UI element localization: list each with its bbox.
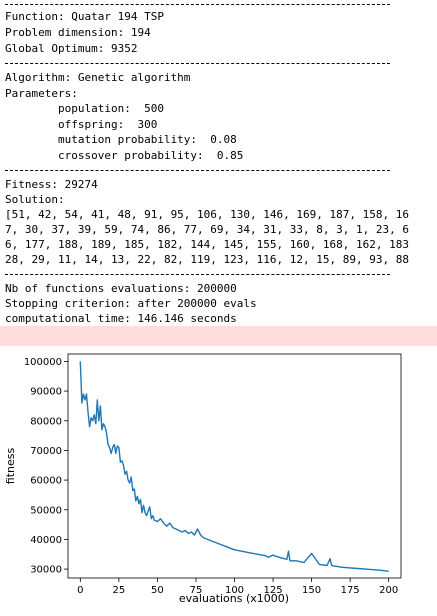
y-tick-label: 70000 [30,446,62,457]
y-tick-label: 30000 [30,565,62,576]
separator-line [5,4,390,5]
solution-row: 28, 29, 11, 14, 13, 22, 82, 119, 123, 11… [5,253,409,266]
x-axis-label: evaluations (x1000) [179,592,289,605]
y-axis-label: fitness [4,448,17,485]
y-tick-label: 60000 [30,476,62,487]
solution-row: [51, 42, 54, 41, 48, 91, 95, 106, 130, 1… [5,208,409,221]
y-tick-label: 50000 [30,505,62,516]
x-tick-label: 175 [341,585,360,596]
solution-label: Solution: [5,193,65,206]
separator-line [5,274,390,275]
fitness-line: Fitness: 29274 [5,178,98,191]
stop-line: Stopping criterion: after 200000 evals [5,297,257,310]
x-tick-label: 50 [151,585,164,596]
x-tick-label: 75 [190,585,203,596]
solution-row: 6, 177, 188, 189, 185, 182, 144, 145, 15… [5,238,409,251]
separator-line [5,170,390,171]
stderr-output-area [0,326,437,346]
evals-line: Nb of functions evaluations: 200000 [5,282,237,295]
fitness-chart: 0 25 50 75 100 125 150 175 200 30000 40000 50000 600… [4,353,402,605]
function-line: Function: Quatar 194 TSP [5,10,164,23]
param-mutation: mutation probability: 0.08 [5,133,237,146]
y-tick-label: 40000 [30,535,62,546]
x-tick-label: 25 [113,585,126,596]
x-tick-label: 0 [77,585,83,596]
console-output: Function: Quatar 194 TSP Problem dimensi… [5,4,409,325]
y-tick-label: 100000 [24,357,62,368]
separator-line [5,63,390,64]
algorithm-line: Algorithm: Genetic algorithm [5,71,191,84]
x-tick-label: 150 [302,585,321,596]
y-tick-label: 90000 [30,387,62,398]
param-population: population: 500 [5,102,164,115]
solution-row: 7, 30, 37, 39, 59, 74, 86, 77, 69, 34, 3… [5,223,409,236]
dimension-line: Problem dimension: 194 [5,26,151,39]
x-tick-label: 100 [225,585,244,596]
parameters-line: Parameters: [5,87,78,100]
y-tick-label: 80000 [30,416,62,427]
param-crossover: crossover probability: 0.85 [5,149,244,162]
fitness-series-line [79,361,389,572]
axis-ticks: 0 25 50 75 100 125 150 175 200 30000 40000 50000 600… [24,357,398,596]
x-tick-label: 125 [263,585,282,596]
x-tick-label: 200 [379,585,398,596]
optimum-line: Global Optimum: 9352 [5,42,138,55]
time-line: computational time: 146.146 seconds [5,312,237,325]
param-offspring: offspring: 300 [5,118,158,131]
plot-frame [67,353,402,579]
